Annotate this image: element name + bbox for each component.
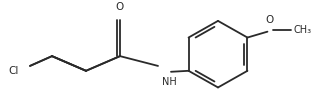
Text: NH: NH <box>162 77 177 87</box>
Text: O: O <box>116 2 124 12</box>
Text: O: O <box>265 15 274 25</box>
Text: Cl: Cl <box>9 66 19 76</box>
Text: CH₃: CH₃ <box>293 25 312 35</box>
